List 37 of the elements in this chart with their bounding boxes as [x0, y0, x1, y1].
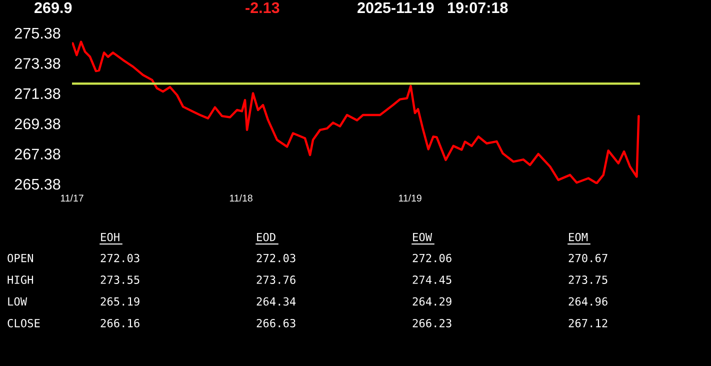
y-tick-label: 271.38 [14, 88, 60, 100]
text: 273.76 [256, 276, 296, 284]
text: 272.03 [256, 254, 296, 262]
text: OPEN [8, 254, 34, 262]
text: 273.75 [568, 276, 608, 284]
y-tick-label: 269.38 [14, 118, 60, 130]
text: CLOSE [8, 318, 40, 328]
x-tick-label: 11/19 [398, 194, 422, 202]
text: HIGH [8, 276, 34, 284]
text: 265.19 [100, 297, 140, 306]
y-tick-label: 265.38 [14, 178, 60, 190]
text: 264.34 [256, 297, 296, 306]
text: EOD [257, 232, 276, 242]
text: 264.96 [568, 297, 608, 306]
text: EOH [101, 232, 120, 242]
y-tick-label: 275.38 [14, 28, 60, 39]
chart-subtitle: -2.13 [246, 2, 280, 14]
text: EOW [413, 232, 432, 242]
text: 266.23 [412, 318, 452, 328]
y-tick-label: 273.38 [14, 58, 60, 69]
text: LOW [8, 297, 28, 306]
y-tick-label: 267.38 [14, 148, 60, 160]
text: 273.55 [100, 276, 140, 284]
text: 270.67 [568, 254, 608, 262]
text: 272.06 [412, 254, 452, 262]
text: 266.16 [100, 318, 140, 328]
text: EOM [569, 232, 588, 242]
line-series [72, 40, 640, 184]
x-tick-label: 11/18 [230, 194, 252, 202]
text: 272.03 [100, 254, 140, 262]
text: 274.45 [412, 276, 452, 284]
text: 264.29 [412, 297, 452, 306]
text: 2025-11-19 19:07:18 [358, 2, 508, 14]
text: 267.12 [568, 318, 608, 328]
text: 266.63 [256, 318, 296, 328]
chart-title: 269.9 [34, 2, 72, 14]
x-tick-label: 11/17 [60, 194, 84, 202]
